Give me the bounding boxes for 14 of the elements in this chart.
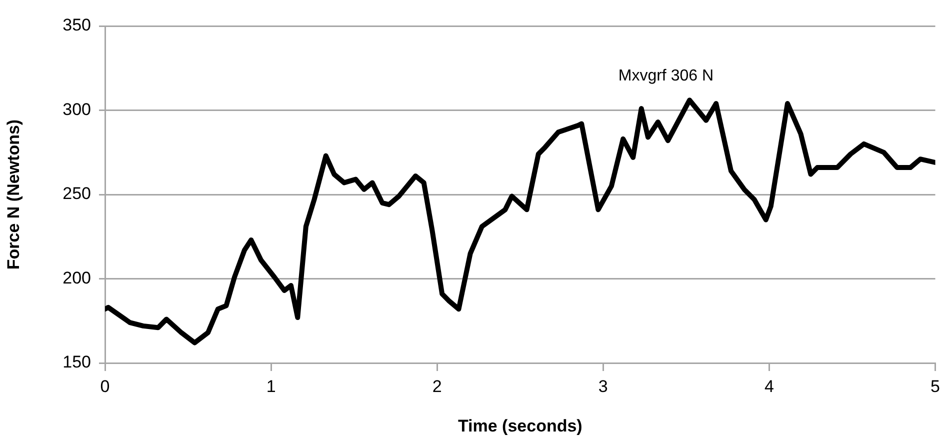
y-tick-label: 350 <box>62 16 91 35</box>
x-tick-label: 3 <box>598 376 608 396</box>
x-axis-title: Time (seconds) <box>458 416 582 436</box>
y-tick-label: 300 <box>62 100 91 119</box>
x-tick-label: 4 <box>764 376 774 396</box>
y-axis-title: Force N (Newtons) <box>4 119 23 270</box>
y-tick-label: 200 <box>62 268 91 288</box>
y-tick-label: 250 <box>62 184 91 204</box>
x-tick-label: 0 <box>100 376 110 396</box>
x-tick-label: 5 <box>930 376 940 396</box>
x-tick-label: 1 <box>266 376 276 396</box>
y-tick-label: 150 <box>62 352 91 372</box>
x-tick-label: 2 <box>432 376 442 396</box>
annotation: Mxvgrf 306 N <box>618 68 714 85</box>
